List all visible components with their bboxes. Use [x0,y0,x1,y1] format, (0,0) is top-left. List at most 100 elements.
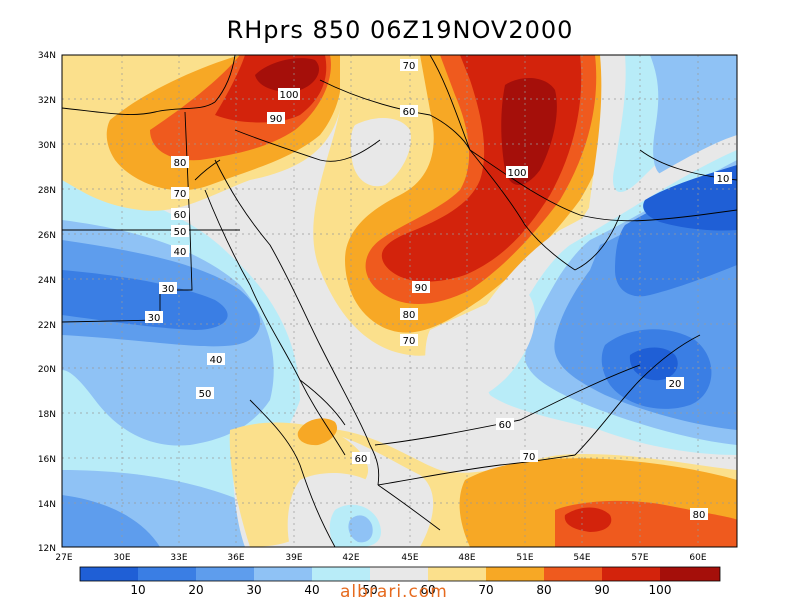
colorbar-segment [312,567,370,581]
contour-label: 30 [159,282,177,295]
red-sea-east-coast [214,159,380,486]
lat-label: 20N [38,365,56,375]
colorbar-segment [196,567,254,581]
red-sea-west-coast [204,189,346,456]
iraq-border [319,79,471,151]
svg-text:70: 70 [403,61,416,72]
colorbar-frame [79,566,721,582]
lon-label: 39E [285,553,302,563]
svg-text:80: 80 [403,310,416,321]
lon-label: 42E [342,553,359,563]
persian-gulf [469,149,576,271]
lat-label: 28N [38,186,56,196]
plot-frame [61,54,738,548]
lon-label: 54E [573,553,590,563]
colorbar-label: 50 [362,583,378,597]
colorbar-segment [544,567,602,581]
contour-label: 70 [400,334,418,347]
contour-label: 70 [520,450,538,463]
contour-label: 40 [207,353,225,366]
contour-label: 60 [496,418,514,431]
contour-label: 10 [714,172,732,185]
field-nw-110 [255,58,320,92]
colorbar-segment [428,567,486,581]
svg-text:80: 80 [174,158,187,169]
svg-text:100: 100 [279,90,298,101]
colorbar-label: 80 [536,583,552,597]
colorbar-label: 10 [130,583,146,597]
lon-label: 36E [227,553,244,563]
contour-label: 100 [278,88,300,101]
colorbar-label: 100 [648,583,672,597]
field-southwest-30 [62,495,160,547]
contour-label: 80 [400,308,418,321]
jordan-border [234,129,381,162]
eritrea-border [299,379,346,426]
lon-label: 27E [55,553,72,563]
iran-coast [469,149,737,222]
lon-label: 60E [689,553,706,563]
field-sc-40 [348,515,373,543]
contour-label: 60 [352,452,370,465]
lon-label: 33E [170,553,187,563]
svg-text:100: 100 [507,168,526,179]
lat-label: 14N [38,500,56,510]
saudi-yemen-border [374,364,641,446]
lon-label: 48E [458,553,475,563]
contour-label: 50 [171,225,189,238]
gulf-aden-coast [377,454,576,486]
svg-text:10: 10 [717,174,730,185]
contour-label: 80 [171,156,189,169]
contour-label: 60 [171,208,189,221]
contour-label: 70 [171,187,189,200]
contour-label: 30 [145,311,163,324]
colorbar [79,566,721,582]
colorbar-segment [254,567,312,581]
colorbar-segment [660,567,720,581]
map-title: RHprs 850 06Z19NOV2000 [226,16,574,44]
contour-label: 90 [267,112,285,125]
colorbar-label: 30 [246,583,262,597]
svg-text:90: 90 [415,283,428,294]
colorbar-segment [138,567,196,581]
svg-text:60: 60 [403,107,416,118]
lat-label: 24N [38,276,56,286]
field-se-100 [564,507,612,532]
colorbar-segment [370,567,428,581]
svg-text:20: 20 [669,379,682,390]
egypt-libya-border [184,111,191,231]
field-centre-60b [425,285,535,406]
svg-text:90: 90 [270,114,283,125]
lon-label: 57E [631,553,648,563]
colorbar-label: 70 [478,583,494,597]
somalia-border [377,484,441,531]
colorbar-label: 60 [420,583,436,597]
lat-label: 32N [38,96,56,106]
lat-label: 22N [38,321,56,331]
svg-text:80: 80 [693,510,706,521]
svg-text:60: 60 [174,210,187,221]
contour-label: 50 [196,387,214,400]
colorbar-label: 20 [188,583,204,597]
watermark-text: albrari.com [340,582,448,602]
contour-label: 40 [171,245,189,258]
contour-labels: 70 100 90 60 80 100 10 70 60 50 40 30 30… [145,59,732,521]
lat-label: 12N [38,544,56,554]
svg-text:70: 70 [174,189,187,200]
coastlines-borders [62,55,737,547]
rh-contour-field [62,55,737,547]
field-centre-60 [350,118,411,187]
svg-text:40: 40 [174,247,187,258]
svg-text:60: 60 [499,420,512,431]
contour-label: 90 [412,281,430,294]
longitude-axis: 27E 30E 33E 36E 39E 42E 45E 48E 51E 54E … [55,553,706,563]
field-e-10 [643,165,737,231]
svg-text:30: 30 [162,284,175,295]
svg-text:70: 70 [523,452,536,463]
svg-text:60: 60 [355,454,368,465]
field-c-110 [501,78,557,185]
lon-label: 45E [401,553,418,563]
svg-text:40: 40 [210,355,223,366]
lon-label: 51E [516,553,533,563]
